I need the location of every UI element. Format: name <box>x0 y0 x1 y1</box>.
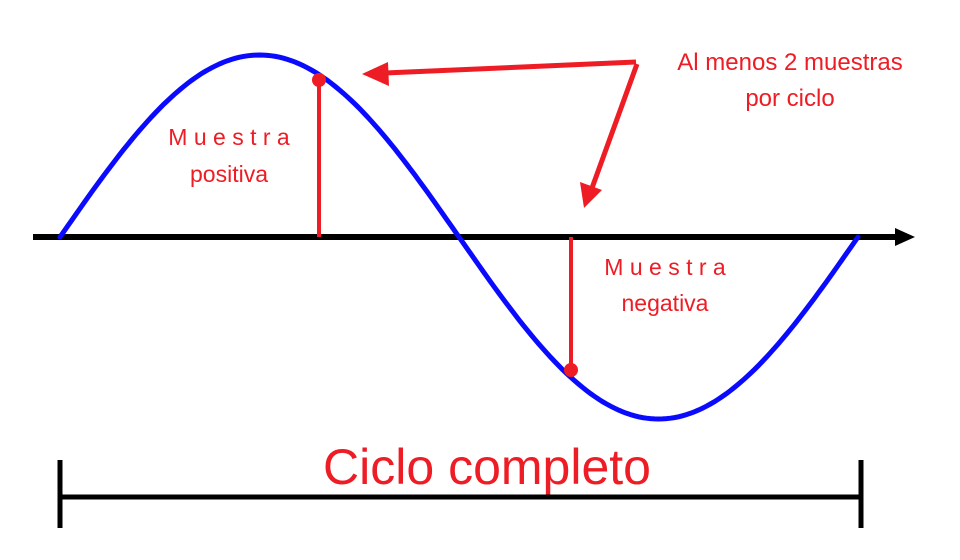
negative-sample-point <box>564 363 578 377</box>
annotation-arrow-to-negative <box>589 63 640 189</box>
time-axis-arrowhead <box>895 228 915 246</box>
annotation-line-1: Al menos 2 muestras <box>677 49 902 76</box>
annotation-line-2: por ciclo <box>745 85 834 112</box>
positive-sample-label-line-1: M u e s t r a <box>168 124 290 150</box>
negative-sample-label-line-1: M u e s t r a <box>604 254 726 280</box>
cycle-label: Ciclo completo <box>323 439 651 495</box>
negative-sample-label-line-2: negativa <box>622 290 709 316</box>
annotation-arrowhead-negative <box>580 182 602 208</box>
annotation-arrowhead-positive <box>362 62 389 86</box>
sine-wave <box>57 52 861 422</box>
positive-sample-label-line-2: positiva <box>190 161 268 187</box>
positive-sample-point <box>312 73 326 87</box>
annotation-arrow-to-positive <box>384 59 637 76</box>
